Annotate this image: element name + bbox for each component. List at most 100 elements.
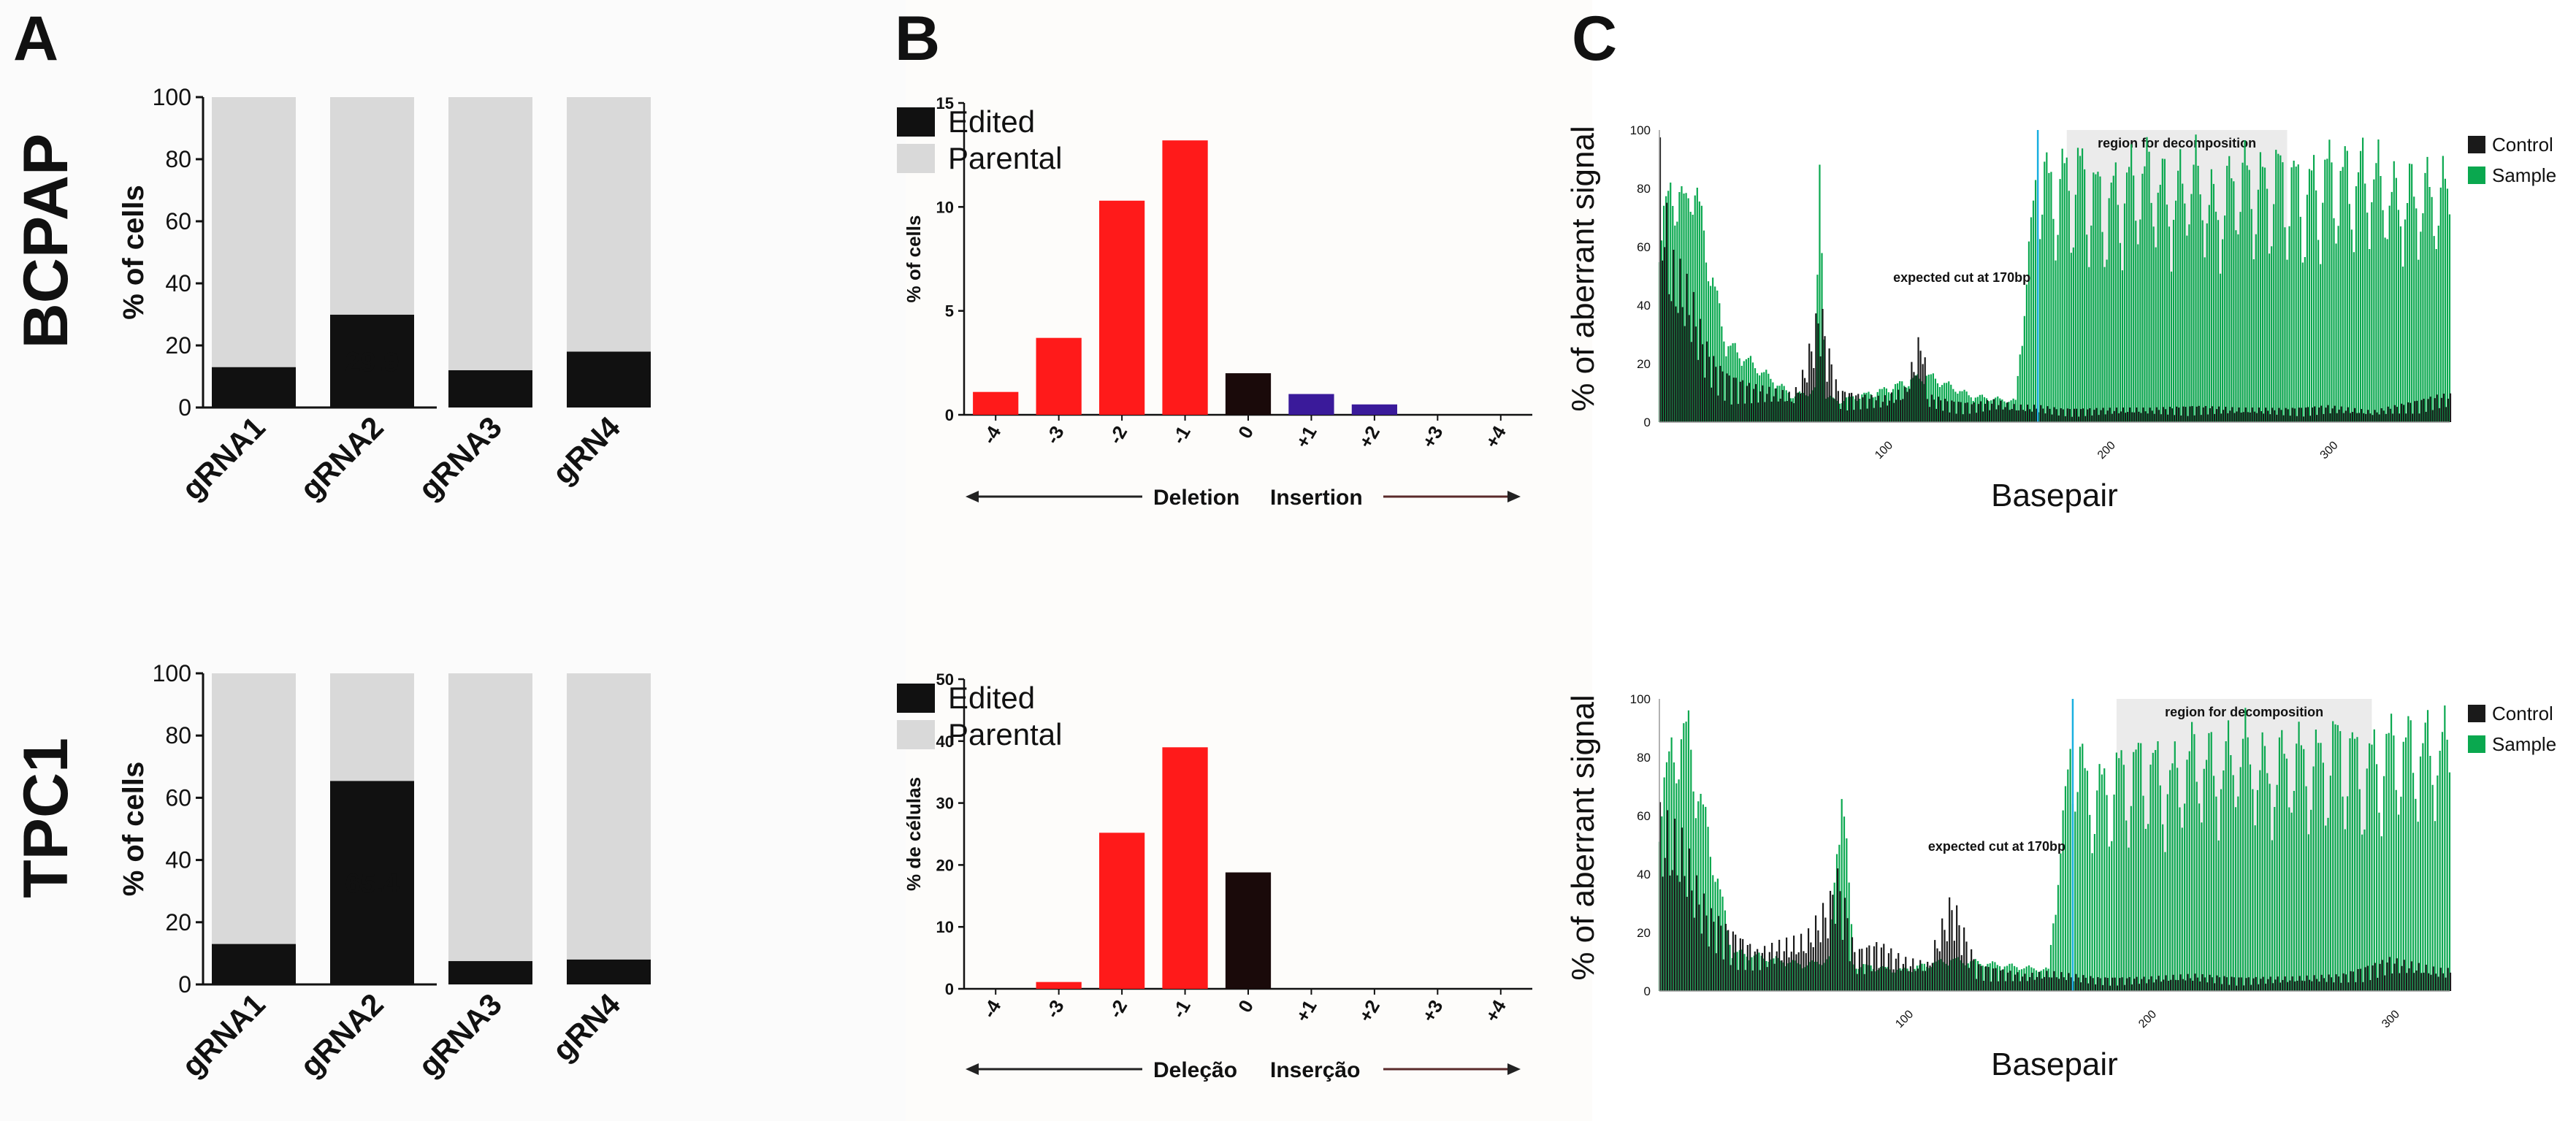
legend-swatch <box>2468 705 2485 722</box>
indel-bar <box>1288 394 1334 415</box>
y-tick-label: 100 <box>1630 692 1651 706</box>
bar-edited <box>567 959 651 984</box>
y-tick-label: 100 <box>1630 123 1651 137</box>
insertion-annotation: Insertion <box>1270 486 1363 510</box>
y-axis-label: % of cells <box>118 185 150 320</box>
y-tick-label: 20 <box>1637 926 1651 940</box>
bar-edited <box>330 781 414 984</box>
indel-bar <box>1162 747 1208 989</box>
sample-series <box>1658 134 2451 422</box>
legend-swatch <box>897 684 935 713</box>
y-tick-label: 80 <box>165 722 191 749</box>
insertion-annotation: Inserção <box>1270 1058 1360 1082</box>
bar-edited <box>330 314 414 408</box>
row-label-bcpap: BCPAP <box>11 134 81 349</box>
y-tick-label: 0 <box>1644 416 1651 429</box>
bar-parental <box>567 673 651 960</box>
y-tick-label: 60 <box>165 784 191 811</box>
y-tick-label: 10 <box>936 918 954 936</box>
y-tick-label: 20 <box>165 332 191 359</box>
indel-bar <box>1351 404 1398 415</box>
y-tick-label: 30 <box>936 795 954 813</box>
insertion-arrow-head <box>1507 491 1521 502</box>
y-tick-label: 60 <box>1637 240 1651 254</box>
decomposition-region <box>2116 699 2372 991</box>
y-tick-label: 20 <box>936 856 954 874</box>
x-tick-label: 200 <box>2095 439 2118 462</box>
row-label-tpc1: TPC1 <box>11 738 81 898</box>
y-tick-label: 10 <box>936 198 954 216</box>
indel-bar <box>1225 373 1272 415</box>
data-label: 65.4 <box>345 869 400 900</box>
y-axis-label: % of aberrant signal <box>1565 126 1601 411</box>
region-label: region for decomposition <box>2098 136 2256 150</box>
y-tick-label: 0 <box>945 406 954 424</box>
x-tick-label: 100 <box>1873 439 1895 462</box>
legend-swatch <box>2468 167 2485 184</box>
deletion-annotation: Deleção <box>1153 1058 1237 1082</box>
control-series <box>1659 137 2452 422</box>
bar-edited <box>567 351 651 408</box>
indel-bar <box>1036 982 1082 989</box>
legend-swatch <box>897 107 935 137</box>
control-series <box>1659 802 2452 991</box>
y-tick-label: 100 <box>153 84 191 110</box>
deletion-arrow-head <box>966 491 979 502</box>
y-tick-label: 0 <box>945 980 954 998</box>
legend-swatch <box>2468 136 2485 153</box>
x-axis-label: Basepair <box>1991 1047 2118 1082</box>
legend-label: Control <box>2492 134 2553 156</box>
y-tick-label: 80 <box>1637 751 1651 765</box>
panel-letter-c: C <box>1572 4 1617 74</box>
y-axis-label: % of aberrant signal <box>1565 695 1601 980</box>
y-axis-label: % de células <box>903 777 925 891</box>
y-tick-label: 20 <box>1637 357 1651 371</box>
legend-label: Sample <box>2492 164 2556 186</box>
region-label: region for decomposition <box>2165 705 2323 719</box>
insertion-arrow-head <box>1507 1063 1521 1075</box>
y-tick-label: 80 <box>1637 182 1651 196</box>
legend-label: Control <box>2492 703 2553 724</box>
decomposition-region <box>2066 130 2288 422</box>
legend-label: Edited <box>948 681 1035 715</box>
legend-swatch <box>2468 735 2485 753</box>
bar-parental <box>212 673 296 944</box>
bar-parental <box>330 673 414 781</box>
chart-c-bcpap: region for decomposition expected cut at … <box>1565 123 2556 513</box>
x-tick-label: 300 <box>2318 439 2341 462</box>
bar-edited <box>448 370 532 408</box>
legend-swatch <box>897 144 935 173</box>
y-tick-label: 5 <box>945 302 954 321</box>
legend-label: Sample <box>2492 733 2556 755</box>
indel-bar <box>1098 200 1145 415</box>
deletion-annotation: Deletion <box>1153 486 1239 510</box>
y-tick-label: 40 <box>1637 299 1651 313</box>
indel-bar <box>1225 872 1272 989</box>
chart-c-tpc1: region for decomposition expected cut at … <box>1565 692 2556 1082</box>
y-tick-label: 60 <box>165 208 191 234</box>
cut-site-label: expected cut at 170bp <box>1928 839 2065 854</box>
y-tick-label: 40 <box>1637 868 1651 881</box>
x-tick-label: 300 <box>2380 1008 2402 1030</box>
y-tick-label: 0 <box>178 394 191 421</box>
bar-parental <box>212 97 296 367</box>
indel-bar <box>973 391 1019 415</box>
y-tick-label: 20 <box>165 909 191 936</box>
bar-edited <box>448 961 532 984</box>
panel-letter-a: A <box>13 4 58 74</box>
legend-label: Edited <box>948 104 1035 139</box>
cut-site-label: expected cut at 170bp <box>1893 270 2030 285</box>
y-tick-label: 80 <box>165 146 191 172</box>
bar-edited <box>212 944 296 984</box>
bar-parental <box>567 97 651 352</box>
indel-bar <box>1036 337 1082 415</box>
y-tick-label: 40 <box>165 270 191 296</box>
legend-label: Parental <box>948 141 1062 175</box>
indel-bar <box>1162 140 1208 416</box>
y-tick-label: 15 <box>936 94 954 112</box>
x-tick-label: 200 <box>2136 1008 2159 1030</box>
x-tick-label: 100 <box>1893 1008 1916 1030</box>
